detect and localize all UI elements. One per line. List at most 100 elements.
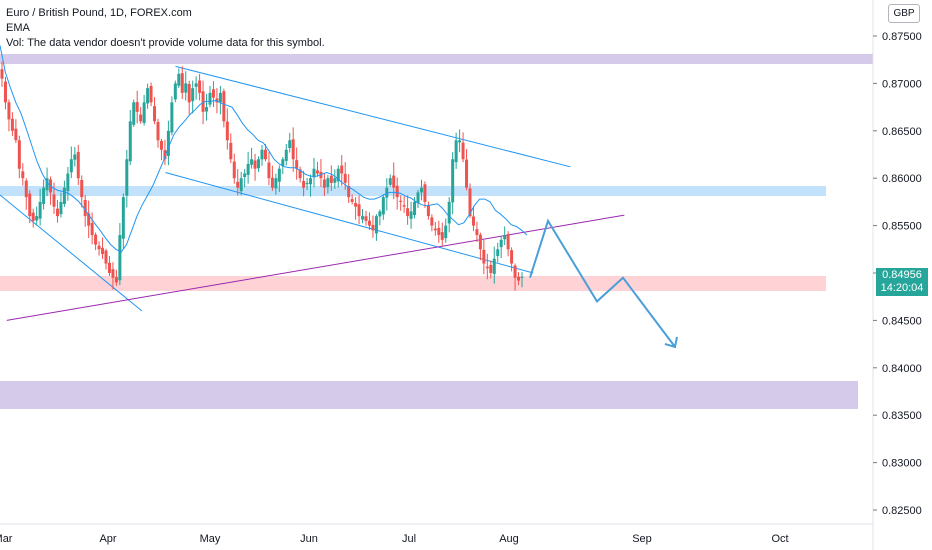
candle[interactable] xyxy=(482,239,486,275)
candle[interactable] xyxy=(111,262,115,290)
candle[interactable] xyxy=(132,99,136,127)
ema-indicator-label[interactable]: EMA xyxy=(6,22,30,34)
candle[interactable] xyxy=(146,83,150,109)
candle[interactable] xyxy=(423,181,427,208)
candle[interactable] xyxy=(139,107,143,124)
candle[interactable] xyxy=(0,61,4,87)
candle[interactable] xyxy=(388,174,392,187)
candle[interactable] xyxy=(385,178,389,211)
candle[interactable] xyxy=(97,241,101,256)
candle[interactable] xyxy=(492,246,496,284)
candle[interactable] xyxy=(302,170,306,197)
candle[interactable] xyxy=(284,143,288,166)
candle[interactable] xyxy=(312,157,316,188)
candle[interactable] xyxy=(416,189,420,209)
candle[interactable] xyxy=(395,177,399,210)
candle[interactable] xyxy=(361,208,365,224)
candle[interactable] xyxy=(66,166,70,201)
candle[interactable] xyxy=(128,109,132,166)
candle[interactable] xyxy=(257,156,261,172)
candle[interactable] xyxy=(274,173,278,195)
candle[interactable] xyxy=(433,222,437,236)
candle[interactable] xyxy=(326,174,330,194)
candle[interactable] xyxy=(180,66,184,100)
candle[interactable] xyxy=(191,80,195,114)
candle[interactable] xyxy=(458,129,462,153)
candle[interactable] xyxy=(225,108,229,150)
candle[interactable] xyxy=(489,260,493,279)
channel-upper-line[interactable] xyxy=(175,65,571,168)
candle[interactable] xyxy=(59,192,63,218)
candle[interactable] xyxy=(371,215,375,238)
candle[interactable] xyxy=(55,199,59,223)
candle[interactable] xyxy=(409,201,413,229)
candle[interactable] xyxy=(118,222,122,286)
candle[interactable] xyxy=(447,197,451,233)
time-axis[interactable]: Mar Apr May Jun Jul Aug Sep Oct xyxy=(0,533,789,545)
candle[interactable] xyxy=(184,71,188,101)
candle[interactable] xyxy=(135,90,139,124)
candle[interactable] xyxy=(107,255,111,276)
candle[interactable] xyxy=(114,269,118,286)
candle[interactable] xyxy=(21,163,25,186)
candle[interactable] xyxy=(76,144,80,186)
candle[interactable] xyxy=(444,218,448,243)
ema-line[interactable] xyxy=(0,45,528,253)
candle[interactable] xyxy=(333,169,337,190)
candle[interactable] xyxy=(62,180,66,207)
candle[interactable] xyxy=(513,263,517,291)
candle[interactable] xyxy=(478,232,482,261)
candle[interactable] xyxy=(267,152,271,186)
candle[interactable] xyxy=(381,194,385,220)
candle[interactable] xyxy=(468,183,472,219)
candle[interactable] xyxy=(277,165,281,192)
candle[interactable] xyxy=(239,171,243,196)
candle[interactable] xyxy=(218,85,222,115)
candle[interactable] xyxy=(298,166,302,183)
candle[interactable] xyxy=(340,155,344,186)
candle[interactable] xyxy=(419,179,423,201)
candle[interactable] xyxy=(315,161,319,177)
candle[interactable] xyxy=(329,165,333,191)
candle[interactable] xyxy=(402,196,406,213)
candle[interactable] xyxy=(496,242,500,263)
channel-lower-line[interactable] xyxy=(165,172,534,274)
candle[interactable] xyxy=(49,176,53,205)
candle[interactable] xyxy=(503,226,507,246)
candle[interactable] xyxy=(243,168,247,188)
candle[interactable] xyxy=(173,80,177,103)
candle[interactable] xyxy=(263,144,267,162)
candle[interactable] xyxy=(295,147,299,180)
candle[interactable] xyxy=(510,247,514,272)
candle[interactable] xyxy=(170,96,174,136)
candle[interactable] xyxy=(367,212,371,230)
candle[interactable] xyxy=(177,68,181,89)
currency-button[interactable]: GBP xyxy=(888,4,920,23)
middle-resistance-zone[interactable] xyxy=(0,186,826,196)
upper-resistance-zone[interactable] xyxy=(0,54,873,64)
candle[interactable] xyxy=(406,195,410,225)
candle[interactable] xyxy=(309,174,313,197)
candle[interactable] xyxy=(80,175,84,208)
candle[interactable] xyxy=(156,118,160,148)
candle[interactable] xyxy=(229,133,233,164)
candle[interactable] xyxy=(87,200,91,239)
candle[interactable] xyxy=(232,153,236,184)
candle[interactable] xyxy=(354,197,358,220)
candle[interactable] xyxy=(163,139,167,165)
candle[interactable] xyxy=(153,97,157,125)
candle[interactable] xyxy=(336,165,340,188)
candle[interactable] xyxy=(499,235,503,259)
candle[interactable] xyxy=(250,147,254,169)
candle[interactable] xyxy=(392,162,396,200)
candle[interactable] xyxy=(187,80,191,115)
candle[interactable] xyxy=(319,159,323,188)
candle[interactable] xyxy=(288,132,292,153)
candle[interactable] xyxy=(222,88,226,128)
candle[interactable] xyxy=(159,138,163,161)
candle[interactable] xyxy=(506,231,510,257)
candle[interactable] xyxy=(322,173,326,196)
candle[interactable] xyxy=(246,151,250,184)
candle[interactable] xyxy=(253,153,257,181)
